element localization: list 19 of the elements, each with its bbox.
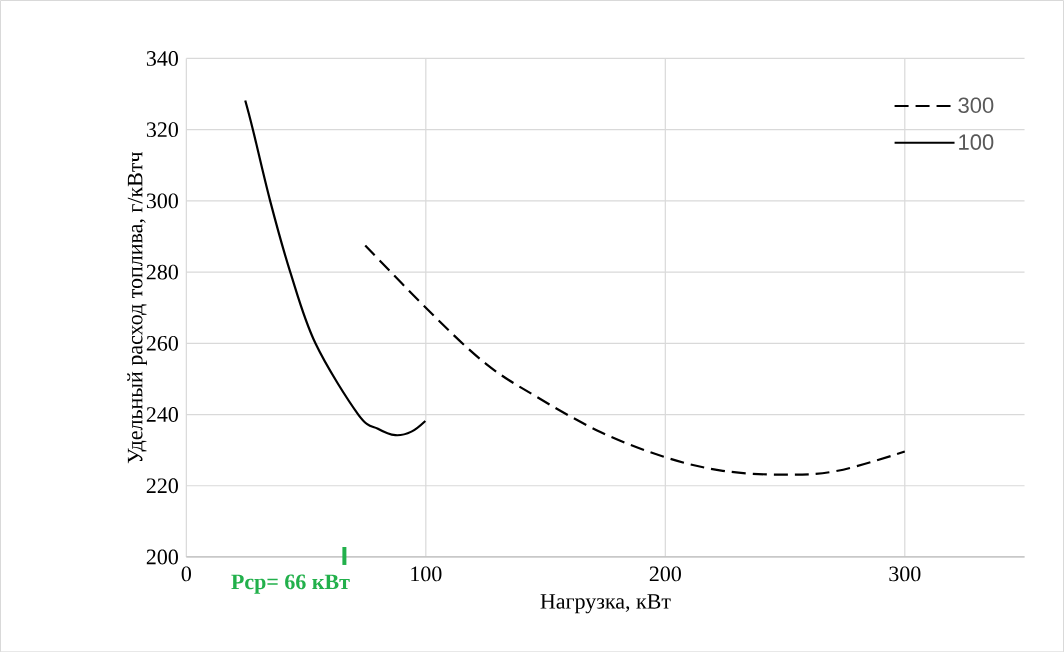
- y-tick-label: 240: [146, 406, 178, 422]
- x-tick-label: 200: [649, 566, 681, 582]
- legend-label: 300: [958, 97, 994, 113]
- y-tick-label: 260: [146, 335, 178, 351]
- x-axis-title: Нагрузка, кВт: [540, 593, 671, 614]
- y-axis-title: Удельный расход топлива, г/кВтч: [127, 151, 147, 463]
- y-tick-label: 300: [146, 193, 178, 209]
- y-tick-label: 200: [146, 549, 178, 565]
- line-series: [244, 99, 427, 437]
- x-tick-label: 100: [411, 566, 442, 582]
- y-tick-label: 340: [146, 50, 178, 66]
- x-tick-label: 0: [181, 566, 191, 582]
- line-series: [364, 244, 906, 476]
- y-tick-label: 320: [146, 122, 178, 137]
- legend-label: 100: [959, 134, 994, 150]
- y-tick-label: 220: [146, 478, 178, 493]
- x-tick-label: 300: [889, 566, 921, 582]
- ref-line-label: Рср= 66 кВт: [231, 574, 350, 594]
- y-tick-label: 280: [146, 264, 178, 280]
